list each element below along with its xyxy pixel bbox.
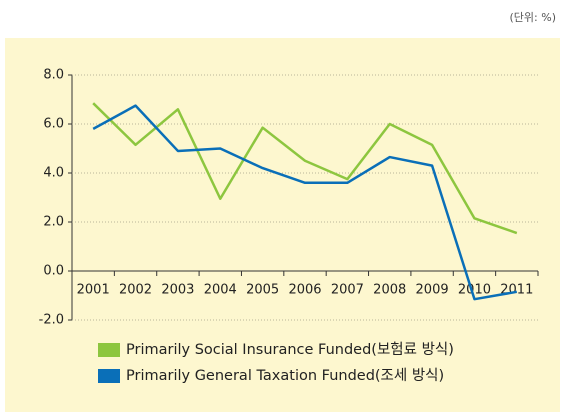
x-tick-label: 2001 bbox=[77, 283, 110, 298]
y-tick-label: 4.0 bbox=[43, 166, 64, 181]
y-tick-label: 8.0 bbox=[43, 68, 64, 83]
legend-label: Primarily General Taxation Funded(조세 방식) bbox=[126, 367, 444, 384]
x-tick-label: 2003 bbox=[161, 283, 194, 298]
y-tick-label: 6.0 bbox=[43, 117, 64, 132]
y-tick-label: -2.0 bbox=[39, 313, 64, 328]
legend-swatch bbox=[98, 369, 120, 383]
x-tick-label: 2008 bbox=[373, 283, 406, 298]
x-tick-label: 2002 bbox=[119, 283, 152, 298]
series-line bbox=[92, 104, 518, 301]
x-tick-label: 2004 bbox=[204, 283, 237, 298]
x-tick-label: 2006 bbox=[288, 283, 321, 298]
unit-label: (단위: %) bbox=[510, 11, 556, 24]
panel bbox=[5, 38, 560, 412]
x-tick-label: 2005 bbox=[246, 283, 279, 298]
y-tick-label: 0.0 bbox=[43, 264, 64, 279]
series-line bbox=[92, 102, 518, 235]
x-tick-label: 2011 bbox=[500, 283, 533, 298]
legend-swatch bbox=[98, 343, 120, 357]
x-tick-label: 2007 bbox=[331, 283, 364, 298]
y-tick-label: 2.0 bbox=[43, 215, 64, 230]
x-tick-label: 2009 bbox=[416, 283, 449, 298]
x-tick-label: 2010 bbox=[458, 283, 491, 298]
legend-label: Primarily Social Insurance Funded(보험료 방식… bbox=[126, 341, 454, 358]
